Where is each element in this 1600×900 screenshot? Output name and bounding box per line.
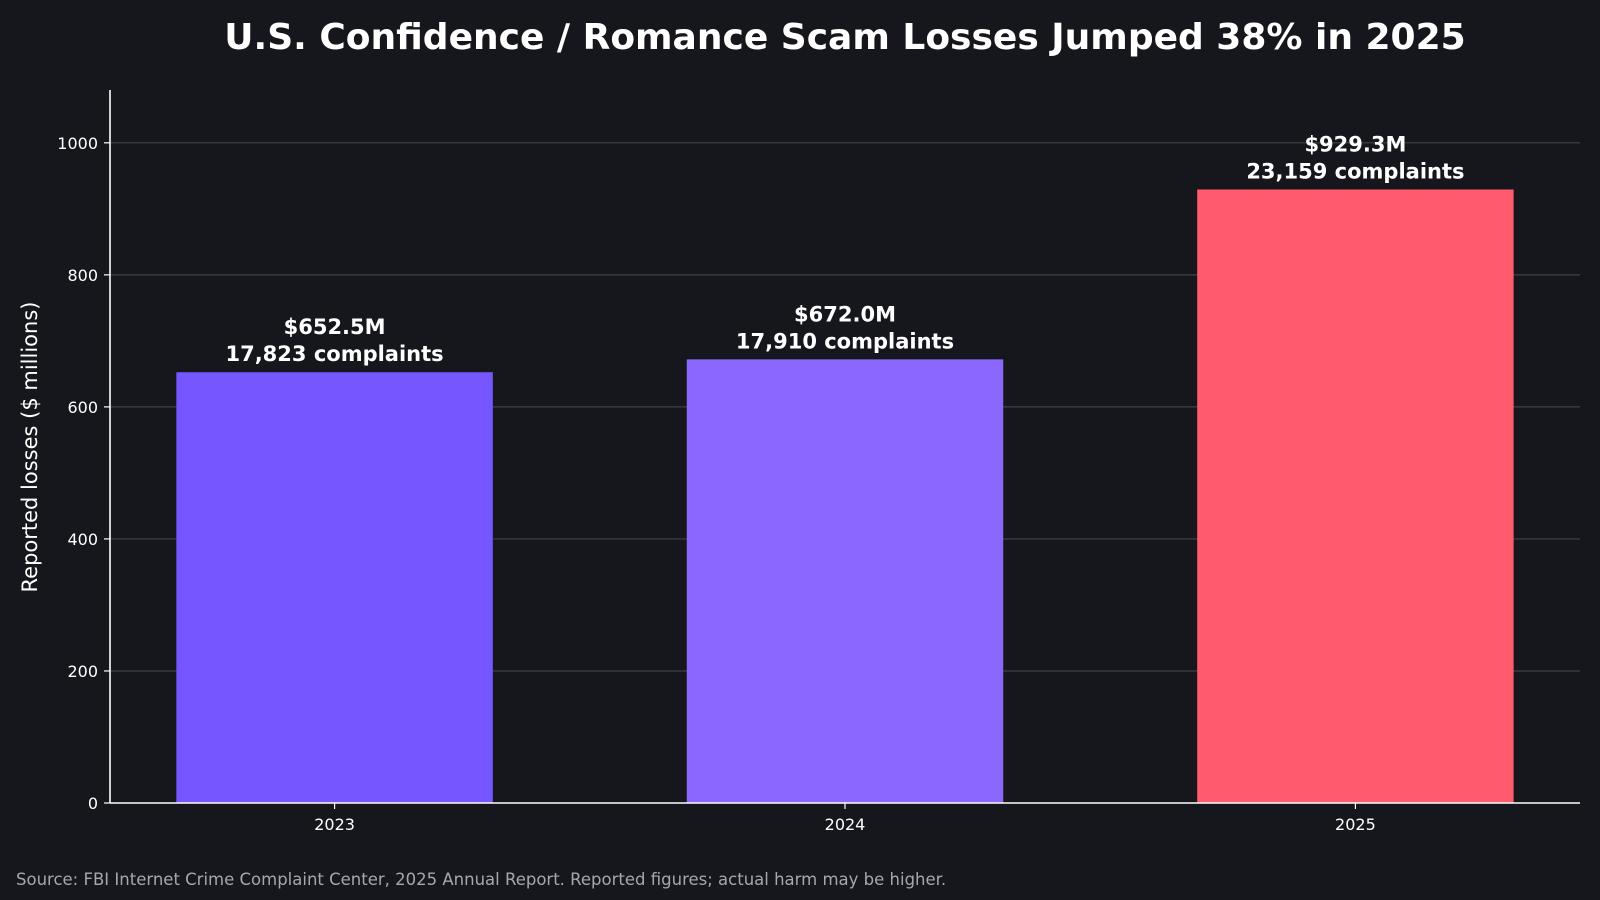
- bars: [176, 189, 1514, 803]
- bar-2025: [1197, 189, 1514, 803]
- bar-value-label: $929.3M: [1304, 132, 1406, 156]
- bar-complaints-label: 17,823 complaints: [225, 342, 443, 366]
- x-tick-label: 2024: [825, 815, 866, 834]
- y-tick-label: 400: [67, 530, 98, 549]
- bar-complaints-label: 17,910 complaints: [736, 329, 954, 353]
- bar-2023: [176, 372, 493, 803]
- y-tick-label: 800: [67, 266, 98, 285]
- bar-2024: [686, 359, 1004, 803]
- bar-complaints-label: 23,159 complaints: [1246, 159, 1464, 183]
- y-tick-label: 200: [67, 662, 98, 681]
- y-tick-label: 1000: [57, 134, 98, 153]
- source-note: Source: FBI Internet Crime Complaint Cen…: [16, 870, 947, 889]
- chart-title: U.S. Confidence / Romance Scam Losses Ju…: [224, 17, 1465, 58]
- bar-labels: $652.5M 17,823 complaints $672.0M 17,910 co…: [225, 132, 1464, 366]
- y-tick-label: 0: [88, 794, 98, 813]
- y-tick-label: 600: [67, 398, 98, 417]
- axes: 0 200 400 600 800 1000 2023 2024 2025: [57, 90, 1580, 834]
- bar-value-label: $652.5M: [284, 315, 386, 339]
- x-tick-label: 2025: [1335, 815, 1376, 834]
- bar-value-label: $672.0M: [794, 302, 896, 326]
- y-axis-label: Reported losses ($ millions): [18, 302, 42, 593]
- x-tick-label: 2023: [314, 815, 355, 834]
